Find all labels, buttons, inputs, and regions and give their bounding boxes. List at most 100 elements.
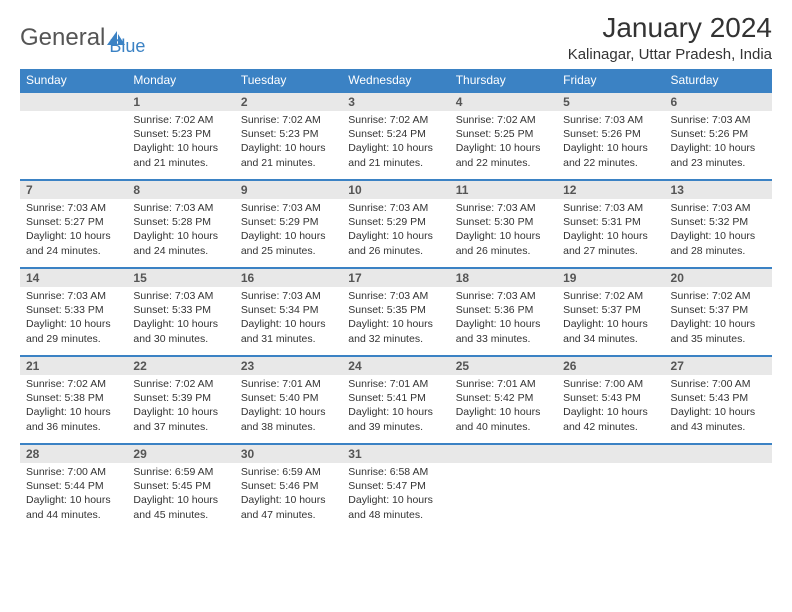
calendar-body: 1Sunrise: 7:02 AMSunset: 5:23 PMDaylight…: [20, 92, 772, 532]
calendar-day-cell: 6Sunrise: 7:03 AMSunset: 5:26 PMDaylight…: [665, 92, 772, 180]
day-number: 31: [342, 445, 449, 463]
day-info: Sunrise: 7:00 AMSunset: 5:43 PMDaylight:…: [665, 375, 772, 438]
calendar-day-cell: 28Sunrise: 7:00 AMSunset: 5:44 PMDayligh…: [20, 444, 127, 532]
day-info: Sunrise: 7:02 AMSunset: 5:25 PMDaylight:…: [450, 111, 557, 174]
day-info: Sunrise: 7:01 AMSunset: 5:41 PMDaylight:…: [342, 375, 449, 438]
month-title: January 2024: [568, 12, 772, 44]
calendar-day-cell: 9Sunrise: 7:03 AMSunset: 5:29 PMDaylight…: [235, 180, 342, 268]
calendar-day-cell: 21Sunrise: 7:02 AMSunset: 5:38 PMDayligh…: [20, 356, 127, 444]
calendar-week-row: 7Sunrise: 7:03 AMSunset: 5:27 PMDaylight…: [20, 180, 772, 268]
day-number-empty: [20, 93, 127, 111]
day-number: 4: [450, 93, 557, 111]
day-info: Sunrise: 7:02 AMSunset: 5:37 PMDaylight:…: [557, 287, 664, 350]
calendar-day-cell: 26Sunrise: 7:00 AMSunset: 5:43 PMDayligh…: [557, 356, 664, 444]
day-number: 24: [342, 357, 449, 375]
day-info: Sunrise: 7:03 AMSunset: 5:26 PMDaylight:…: [665, 111, 772, 174]
day-info: Sunrise: 7:02 AMSunset: 5:37 PMDaylight:…: [665, 287, 772, 350]
calendar-day-cell: 18Sunrise: 7:03 AMSunset: 5:36 PMDayligh…: [450, 268, 557, 356]
day-number: 17: [342, 269, 449, 287]
brand-logo: General Blue: [20, 12, 145, 57]
calendar-day-cell: 10Sunrise: 7:03 AMSunset: 5:29 PMDayligh…: [342, 180, 449, 268]
calendar-day-cell: 4Sunrise: 7:02 AMSunset: 5:25 PMDaylight…: [450, 92, 557, 180]
calendar-day-cell: 25Sunrise: 7:01 AMSunset: 5:42 PMDayligh…: [450, 356, 557, 444]
calendar-day-cell: 1Sunrise: 7:02 AMSunset: 5:23 PMDaylight…: [127, 92, 234, 180]
calendar-day-cell: [557, 444, 664, 532]
weekday-header: Sunday: [20, 69, 127, 92]
weekday-header: Saturday: [665, 69, 772, 92]
day-info: Sunrise: 7:01 AMSunset: 5:42 PMDaylight:…: [450, 375, 557, 438]
calendar-day-cell: 5Sunrise: 7:03 AMSunset: 5:26 PMDaylight…: [557, 92, 664, 180]
day-number: 20: [665, 269, 772, 287]
calendar-day-cell: 7Sunrise: 7:03 AMSunset: 5:27 PMDaylight…: [20, 180, 127, 268]
day-info: Sunrise: 7:03 AMSunset: 5:28 PMDaylight:…: [127, 199, 234, 262]
calendar-head: SundayMondayTuesdayWednesdayThursdayFrid…: [20, 69, 772, 92]
calendar-day-cell: [665, 444, 772, 532]
calendar-day-cell: [450, 444, 557, 532]
day-info: Sunrise: 7:02 AMSunset: 5:38 PMDaylight:…: [20, 375, 127, 438]
day-number: 16: [235, 269, 342, 287]
weekday-header: Monday: [127, 69, 234, 92]
calendar-day-cell: 12Sunrise: 7:03 AMSunset: 5:31 PMDayligh…: [557, 180, 664, 268]
day-number: 22: [127, 357, 234, 375]
day-number: 28: [20, 445, 127, 463]
calendar-day-cell: 16Sunrise: 7:03 AMSunset: 5:34 PMDayligh…: [235, 268, 342, 356]
calendar-day-cell: 15Sunrise: 7:03 AMSunset: 5:33 PMDayligh…: [127, 268, 234, 356]
calendar-week-row: 28Sunrise: 7:00 AMSunset: 5:44 PMDayligh…: [20, 444, 772, 532]
calendar-day-cell: 31Sunrise: 6:58 AMSunset: 5:47 PMDayligh…: [342, 444, 449, 532]
day-number: 7: [20, 181, 127, 199]
day-info: Sunrise: 6:59 AMSunset: 5:46 PMDaylight:…: [235, 463, 342, 526]
day-info: Sunrise: 7:02 AMSunset: 5:24 PMDaylight:…: [342, 111, 449, 174]
day-number: 15: [127, 269, 234, 287]
page-header: General Blue January 2024 Kalinagar, Utt…: [20, 12, 772, 63]
calendar-week-row: 14Sunrise: 7:03 AMSunset: 5:33 PMDayligh…: [20, 268, 772, 356]
day-number: 9: [235, 181, 342, 199]
weekday-header: Thursday: [450, 69, 557, 92]
calendar-day-cell: 3Sunrise: 7:02 AMSunset: 5:24 PMDaylight…: [342, 92, 449, 180]
day-number: 6: [665, 93, 772, 111]
calendar-table: SundayMondayTuesdayWednesdayThursdayFrid…: [20, 69, 772, 532]
day-info: Sunrise: 7:03 AMSunset: 5:32 PMDaylight:…: [665, 199, 772, 262]
day-number: 1: [127, 93, 234, 111]
calendar-day-cell: 30Sunrise: 6:59 AMSunset: 5:46 PMDayligh…: [235, 444, 342, 532]
calendar-day-cell: 17Sunrise: 7:03 AMSunset: 5:35 PMDayligh…: [342, 268, 449, 356]
brand-part1: General: [20, 24, 105, 52]
weekday-header: Friday: [557, 69, 664, 92]
day-number: 30: [235, 445, 342, 463]
day-number: 29: [127, 445, 234, 463]
day-number: 23: [235, 357, 342, 375]
day-info: Sunrise: 7:01 AMSunset: 5:40 PMDaylight:…: [235, 375, 342, 438]
day-info: Sunrise: 7:00 AMSunset: 5:43 PMDaylight:…: [557, 375, 664, 438]
calendar-day-cell: 11Sunrise: 7:03 AMSunset: 5:30 PMDayligh…: [450, 180, 557, 268]
day-number: 19: [557, 269, 664, 287]
day-number: 8: [127, 181, 234, 199]
calendar-week-row: 21Sunrise: 7:02 AMSunset: 5:38 PMDayligh…: [20, 356, 772, 444]
calendar-day-cell: 2Sunrise: 7:02 AMSunset: 5:23 PMDaylight…: [235, 92, 342, 180]
day-info: Sunrise: 7:03 AMSunset: 5:26 PMDaylight:…: [557, 111, 664, 174]
day-info: Sunrise: 6:59 AMSunset: 5:45 PMDaylight:…: [127, 463, 234, 526]
day-info: Sunrise: 7:03 AMSunset: 5:29 PMDaylight:…: [235, 199, 342, 262]
day-number: 3: [342, 93, 449, 111]
calendar-day-cell: 22Sunrise: 7:02 AMSunset: 5:39 PMDayligh…: [127, 356, 234, 444]
calendar-day-cell: [20, 92, 127, 180]
day-number-empty: [450, 445, 557, 463]
day-info: Sunrise: 7:02 AMSunset: 5:39 PMDaylight:…: [127, 375, 234, 438]
day-info: Sunrise: 6:58 AMSunset: 5:47 PMDaylight:…: [342, 463, 449, 526]
calendar-day-cell: 29Sunrise: 6:59 AMSunset: 5:45 PMDayligh…: [127, 444, 234, 532]
day-number: 27: [665, 357, 772, 375]
day-number-empty: [665, 445, 772, 463]
day-number: 14: [20, 269, 127, 287]
day-number-empty: [557, 445, 664, 463]
calendar-day-cell: 24Sunrise: 7:01 AMSunset: 5:41 PMDayligh…: [342, 356, 449, 444]
location-label: Kalinagar, Uttar Pradesh, India: [568, 46, 772, 63]
day-info: Sunrise: 7:03 AMSunset: 5:27 PMDaylight:…: [20, 199, 127, 262]
weekday-header: Tuesday: [235, 69, 342, 92]
day-number: 26: [557, 357, 664, 375]
day-number: 12: [557, 181, 664, 199]
day-info: Sunrise: 7:03 AMSunset: 5:33 PMDaylight:…: [127, 287, 234, 350]
day-info: Sunrise: 7:03 AMSunset: 5:33 PMDaylight:…: [20, 287, 127, 350]
calendar-week-row: 1Sunrise: 7:02 AMSunset: 5:23 PMDaylight…: [20, 92, 772, 180]
calendar-day-cell: 13Sunrise: 7:03 AMSunset: 5:32 PMDayligh…: [665, 180, 772, 268]
day-number: 25: [450, 357, 557, 375]
weekday-header: Wednesday: [342, 69, 449, 92]
day-number: 2: [235, 93, 342, 111]
